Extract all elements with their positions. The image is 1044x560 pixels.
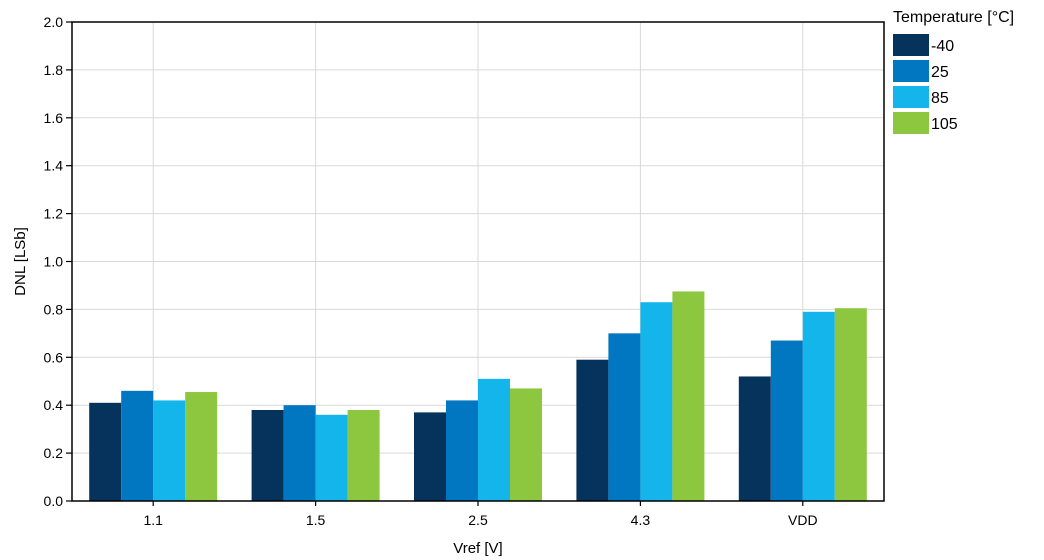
legend-swatch-25 [893,60,929,82]
bar-25-2.5 [446,400,478,501]
bar--40-VDD [738,376,771,501]
x-tick-label: 1.1 [143,512,163,528]
x-tick-label: 4.3 [631,512,651,528]
axes: 0.0 0.2 0.4 0.6 0.8 1.0 1.2 1.4 1.6 1.8 2.0 1.1 1.5 2… [12,14,885,557]
bar-85-1.5 [315,414,348,501]
legend: Temperature [°C] -40 25 85 105 [893,9,1014,134]
bar-85-4.3 [640,302,673,501]
y-tick-label: 1.2 [44,206,64,222]
bar--40-1.5 [251,409,284,501]
legend-title: Temperature [°C] [893,9,1014,26]
bar-105-4.3 [672,291,705,501]
bar--40-1.1 [89,402,122,501]
x-tick-label: 1.5 [306,512,326,528]
y-tick-label: 0.2 [44,445,64,461]
bar-85-1.1 [153,400,186,501]
bar-25-VDD [770,340,803,501]
bar-25-4.3 [608,333,641,501]
bar--40-2.5 [414,412,446,501]
legend-swatch-105 [893,112,929,134]
legend-label-85: 85 [931,90,949,107]
bar-85-VDD [802,311,835,501]
y-axis-title: DNL [LSb] [12,227,29,296]
y-tick-label: 0.0 [44,493,64,509]
y-tick-label: 0.6 [44,349,64,365]
y-tick-label: 2.0 [44,14,64,30]
y-tick-label: 1.0 [44,254,64,270]
x-tick-label: VDD [788,512,818,528]
y-tick-label: 1.6 [44,110,64,126]
bar-105-1.1 [185,392,218,501]
y-tick-label: 0.8 [44,301,64,317]
bar-25-1.1 [121,390,154,501]
legend-swatch-85 [893,86,929,108]
bar-25-1.5 [283,405,316,501]
bar-85-2.5 [478,378,510,501]
bar-105-VDD [834,308,867,501]
y-tick-label: 1.4 [44,158,64,174]
x-tick-label: 2.5 [468,512,488,528]
bars [89,291,867,501]
x-axis-title: Vref [V] [453,540,502,557]
y-tick-label: 1.8 [44,62,64,78]
legend-label--40: -40 [931,38,954,55]
legend-swatch--40 [893,34,929,56]
bar-105-2.5 [510,388,542,501]
bar--40-4.3 [576,359,609,501]
bar-105-1.5 [347,409,380,501]
y-tick-label: 0.4 [44,397,64,413]
legend-label-25: 25 [931,64,949,81]
legend-label-105: 105 [931,116,958,133]
